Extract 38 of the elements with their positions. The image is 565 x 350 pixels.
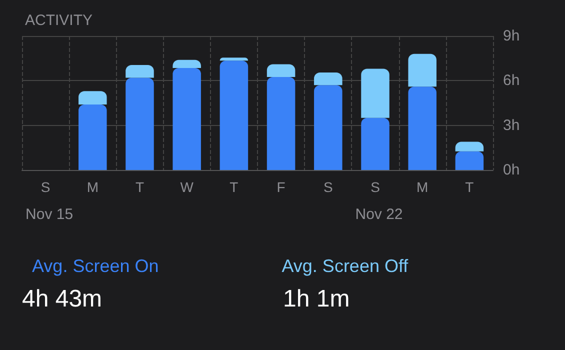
bar bbox=[78, 104, 107, 170]
bar bbox=[266, 64, 296, 77]
text: Avg. Screen On bbox=[32, 256, 159, 276]
bar bbox=[220, 58, 248, 61]
chart-title: ACTIVITY bbox=[25, 12, 93, 29]
bar bbox=[408, 54, 436, 87]
bar bbox=[126, 65, 154, 78]
bar bbox=[455, 151, 484, 170]
text: Avg. Screen Off bbox=[282, 256, 410, 276]
x-tick-label: T bbox=[465, 179, 474, 195]
y-tick-label: 3h bbox=[503, 116, 520, 134]
bar bbox=[172, 68, 201, 170]
x-tick-label: F bbox=[276, 179, 286, 195]
bar bbox=[361, 118, 390, 170]
bar bbox=[361, 68, 390, 118]
bar bbox=[220, 60, 248, 170]
x-tick-label: T bbox=[135, 179, 144, 195]
x-tick-label: S bbox=[323, 179, 333, 195]
y-tick-label: 9h bbox=[503, 28, 520, 44]
x-tick-label: T bbox=[230, 179, 239, 195]
text: Nov 15 bbox=[26, 206, 74, 223]
y-tick-label: 0h bbox=[503, 162, 520, 178]
x-tick-label: M bbox=[86, 179, 98, 195]
text: 1h 1m bbox=[283, 286, 350, 312]
bar bbox=[266, 76, 296, 170]
x-tick-label: W bbox=[180, 179, 194, 195]
x-tick-label: S bbox=[40, 179, 50, 195]
x-tick-label: S bbox=[370, 179, 380, 195]
text: 4h 43m bbox=[22, 286, 102, 312]
y-tick-label: 6h bbox=[503, 72, 520, 90]
bar bbox=[314, 85, 342, 170]
text: Nov 22 bbox=[355, 206, 403, 223]
bar bbox=[78, 91, 107, 104]
bar bbox=[408, 86, 436, 170]
bar bbox=[314, 72, 342, 86]
bar bbox=[126, 78, 154, 170]
bar bbox=[455, 142, 484, 152]
x-tick-label: M bbox=[416, 179, 428, 195]
